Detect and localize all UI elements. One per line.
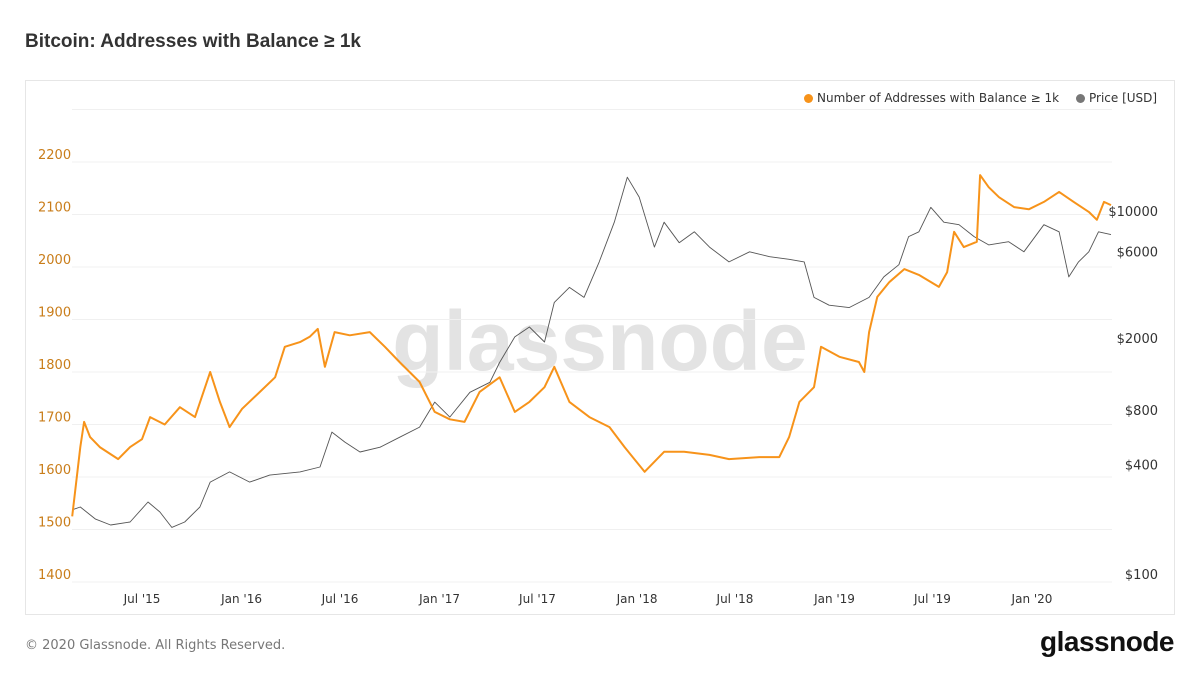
legend-item-addresses[interactable]: Number of Addresses with Balance ≥ 1k [804,91,1059,105]
y-left-tick-label: 2200 [38,148,71,163]
watermark: glassnode [392,294,807,388]
y-left-tick-label: 1500 [38,516,71,531]
x-tick-label: Jul '15 [123,592,161,606]
y-right-tick-label: $100 [1125,568,1158,583]
legend-marker-price [1076,93,1085,103]
y-left-tick-label: 1600 [38,463,71,478]
y-right-tick-label: $400 [1125,459,1158,474]
legend-label-addresses: Number of Addresses with Balance ≥ 1k [817,91,1060,105]
y-right-tick-label: $800 [1125,404,1158,419]
x-tick-label: Jul '19 [913,592,951,606]
x-tick-label: Jan '19 [813,592,855,606]
x-tick-label: Jan '16 [220,592,262,606]
y-left-tick-label: 1800 [38,358,71,373]
legend-item-price[interactable]: Price [USD] [1076,91,1157,105]
price-line [72,176,1112,528]
y-left-tick-label: 1400 [38,568,71,583]
y-left-tick-label: 2100 [38,201,71,216]
x-tick-label: Jul '16 [321,592,359,606]
y-left-tick-label: 1700 [38,411,71,426]
legend-label-price: Price [USD] [1089,91,1158,105]
copyright-footer: © 2020 Glassnode. All Rights Reserved. [25,638,286,653]
x-tick-label: Jan '18 [616,592,658,606]
chart-frame [25,80,1175,615]
chart-title: Bitcoin: Addresses with Balance ≥ 1k [25,31,361,52]
y-right-tick-label: $6000 [1117,245,1158,260]
y-right-tick-label: $10000 [1108,205,1158,220]
y-right-tick-label: $2000 [1117,332,1158,347]
y-left-tick-label: 2000 [38,253,71,268]
x-tick-label: Jan '17 [418,592,460,606]
x-tick-label: Jan '20 [1011,592,1053,606]
y-left-tick-label: 1900 [38,306,71,321]
x-tick-label: Jul '17 [518,592,556,606]
x-tick-label: Jul '18 [716,592,754,606]
legend-marker-addresses [804,93,813,103]
addresses-line [71,174,1112,517]
glassnode-logo[interactable]: glassnode [1040,626,1174,657]
